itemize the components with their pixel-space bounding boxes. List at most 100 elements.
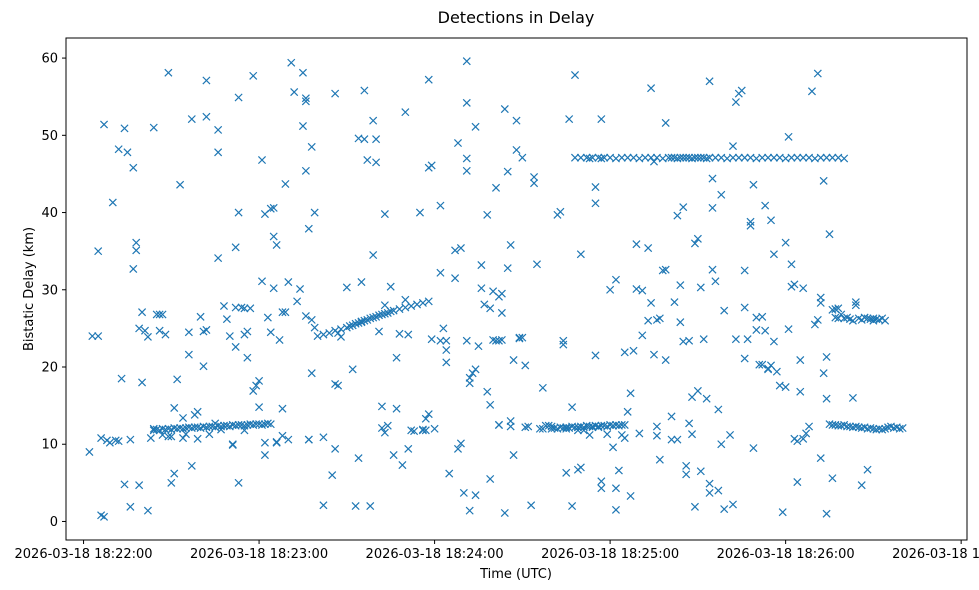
data-point xyxy=(462,336,471,345)
data-point xyxy=(281,308,290,317)
data-point xyxy=(193,407,202,416)
data-point xyxy=(94,247,103,256)
data-point xyxy=(336,332,346,341)
data-point xyxy=(266,420,275,429)
data-point xyxy=(620,348,629,357)
data-point xyxy=(758,312,767,321)
data-point xyxy=(603,430,612,439)
data-point xyxy=(521,423,530,432)
data-point xyxy=(524,422,533,431)
data-point xyxy=(202,325,211,334)
data-point xyxy=(708,265,717,274)
data-point xyxy=(597,154,606,163)
data-point xyxy=(530,172,539,182)
data-point xyxy=(629,346,638,355)
data-point xyxy=(453,444,463,453)
data-point xyxy=(380,428,389,437)
data-point xyxy=(647,153,656,162)
data-point xyxy=(263,313,272,322)
x-tick-label: 2026-03-18 18:26:00 xyxy=(717,547,855,562)
data-point xyxy=(170,423,179,433)
data-point xyxy=(848,423,857,432)
data-point xyxy=(357,318,366,327)
data-point xyxy=(377,402,386,411)
data-point xyxy=(178,413,188,422)
data-point xyxy=(269,203,278,212)
data-point xyxy=(301,94,310,103)
data-point xyxy=(828,305,837,314)
data-point xyxy=(199,422,208,431)
data-point xyxy=(415,208,424,217)
data-point xyxy=(708,203,717,212)
data-point xyxy=(374,327,384,336)
data-point xyxy=(269,284,278,293)
data-point xyxy=(462,166,471,175)
data-point xyxy=(395,305,404,314)
data-point xyxy=(851,298,860,307)
data-point xyxy=(234,93,243,102)
data-point xyxy=(740,354,749,363)
data-point xyxy=(471,365,480,374)
data-point xyxy=(392,404,401,413)
data-point xyxy=(477,284,486,293)
data-point xyxy=(319,501,328,510)
data-point xyxy=(869,314,878,323)
data-point xyxy=(372,135,381,144)
data-point xyxy=(568,501,577,511)
data-point xyxy=(506,240,515,250)
data-point xyxy=(857,481,866,490)
data-point xyxy=(231,342,240,351)
data-point xyxy=(705,77,714,86)
data-point xyxy=(407,426,416,435)
data-point xyxy=(237,303,246,312)
data-point xyxy=(898,423,907,433)
data-point xyxy=(699,335,708,344)
data-point xyxy=(769,153,778,162)
data-point xyxy=(755,360,764,369)
data-point xyxy=(231,303,240,312)
data-point xyxy=(486,400,495,409)
data-point xyxy=(790,280,799,289)
data-point xyxy=(655,314,664,323)
data-point xyxy=(632,284,641,294)
data-point xyxy=(573,423,582,432)
data-point xyxy=(205,430,214,439)
data-point xyxy=(462,57,471,66)
data-point xyxy=(828,153,837,162)
data-point xyxy=(731,98,740,107)
data-point xyxy=(257,277,267,286)
data-point xyxy=(570,153,580,162)
data-point xyxy=(240,304,249,313)
data-point xyxy=(793,153,802,162)
data-point xyxy=(249,71,258,80)
data-point xyxy=(594,423,603,432)
data-point xyxy=(717,440,726,449)
data-point xyxy=(193,434,202,443)
data-point xyxy=(685,336,694,345)
data-point xyxy=(374,311,384,320)
data-point xyxy=(161,330,170,339)
data-point xyxy=(170,403,179,412)
data-point xyxy=(451,274,460,283)
data-point xyxy=(714,486,723,495)
data-point xyxy=(547,422,556,431)
data-point xyxy=(611,484,620,493)
data-point xyxy=(734,153,743,162)
data-point xyxy=(120,124,129,133)
data-point xyxy=(506,417,515,426)
data-point xyxy=(456,244,465,253)
data-point xyxy=(143,332,152,341)
data-point xyxy=(606,285,615,294)
data-point xyxy=(401,303,410,312)
data-point xyxy=(360,135,369,144)
data-point xyxy=(366,501,375,511)
data-point xyxy=(161,425,170,434)
data-point xyxy=(781,238,790,247)
data-point xyxy=(591,351,600,360)
data-point xyxy=(769,337,778,346)
data-point xyxy=(105,438,114,447)
data-point xyxy=(667,435,676,444)
data-point xyxy=(702,154,711,163)
data-point xyxy=(126,502,135,511)
data-point xyxy=(430,424,439,433)
